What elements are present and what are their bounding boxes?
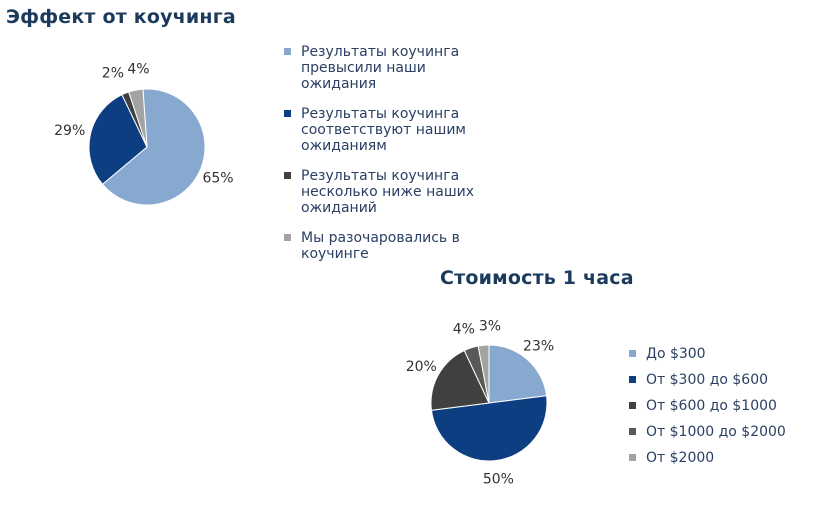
legend-hourly-cost: До $300 От $300 до $600 От $600 до $1000 От… — [629, 346, 819, 476]
chart-title-coaching-effect: Эффект от коучинга — [6, 6, 236, 28]
data-label: 23% — [523, 339, 554, 355]
legend-swatch — [629, 402, 636, 409]
legend-item: Мы разочаровались в коучинге — [284, 230, 504, 262]
legend-label: От $300 до $600 — [646, 372, 769, 388]
legend-label: От $600 до $1000 — [646, 398, 777, 414]
legend-label: Результаты коучинга превысили наши ожида… — [301, 44, 460, 92]
legend-label: От $1000 до $2000 — [646, 424, 786, 440]
legend-swatch — [284, 172, 291, 179]
data-label: 4% — [127, 61, 149, 77]
pie-slice — [430, 349, 490, 411]
data-label: 4% — [453, 322, 475, 338]
data-label: 3% — [479, 318, 501, 334]
legend-swatch — [284, 234, 291, 241]
legend-item: Результаты коучинга несколько ниже наших… — [284, 168, 504, 216]
data-label: 2% — [102, 65, 124, 81]
pie-slice — [430, 395, 548, 462]
pie-slice — [101, 88, 206, 206]
data-label: 20% — [406, 359, 437, 375]
legend-item: От $600 до $1000 — [629, 398, 819, 414]
legend-swatch — [629, 454, 636, 461]
legend-swatch — [629, 350, 636, 357]
legend-coaching-effect: Результаты коучинга превысили наши ожида… — [284, 44, 504, 276]
pie-slice — [128, 88, 148, 148]
legend-label: Мы разочаровались в коучинге — [301, 230, 460, 262]
legend-label: От $2000 — [646, 450, 715, 466]
data-label: 50% — [483, 471, 514, 487]
legend-swatch — [284, 48, 291, 55]
legend-item: От $300 до $600 — [629, 372, 819, 388]
legend-label: Результаты коучинга несколько ниже наших… — [301, 168, 475, 216]
legend-item: Результаты коучинга превысили наши ожида… — [284, 44, 504, 92]
legend-label: Результаты коучинга соответствуют нашим … — [301, 106, 466, 154]
legend-label: До $300 — [646, 346, 706, 362]
legend-swatch — [629, 428, 636, 435]
data-label: 29% — [54, 123, 85, 139]
legend-swatch — [629, 376, 636, 383]
chart-title-hourly-cost: Стоимость 1 часа — [440, 267, 634, 289]
legend-item: От $1000 до $2000 — [629, 424, 819, 440]
legend-item: От $2000 — [629, 450, 819, 466]
pie-slice — [488, 344, 548, 404]
legend-swatch — [284, 110, 291, 117]
data-label: 65% — [202, 170, 233, 186]
legend-item: До $300 — [629, 346, 819, 362]
pie-slice — [477, 344, 490, 404]
legend-item: Результаты коучинга соответствуют нашим … — [284, 106, 504, 154]
